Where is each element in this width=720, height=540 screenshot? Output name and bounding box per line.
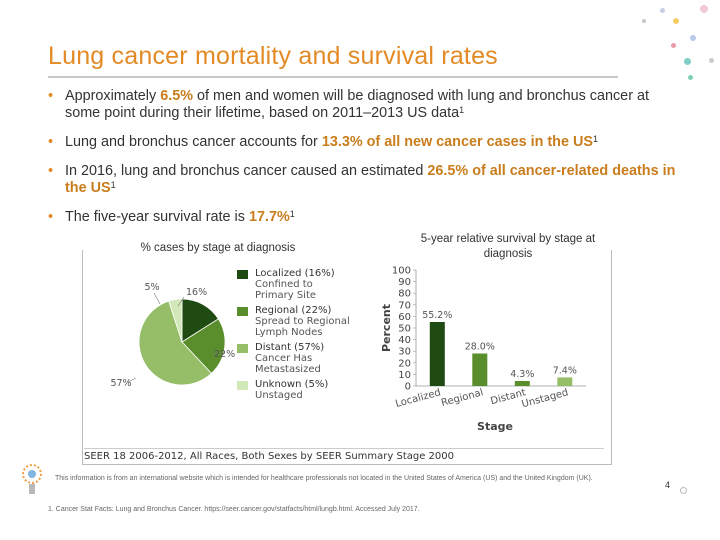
y-tick-label: 20 xyxy=(398,358,411,369)
footnote-ref: 1 xyxy=(110,180,116,190)
footnote-ref: 1 xyxy=(592,134,598,144)
pie-slice xyxy=(181,318,226,374)
pie-slice xyxy=(168,298,183,343)
y-tick-label: 50 xyxy=(398,324,411,335)
decor-dot xyxy=(671,43,676,48)
decor-dot xyxy=(673,18,679,24)
bar-data-label: 4.3% xyxy=(510,369,534,380)
chart-source: SEER 18 2006-2012, All Races, Both Sexes… xyxy=(84,448,604,462)
pie-slice-label: 22% xyxy=(214,349,235,360)
y-tick-label: 100 xyxy=(392,266,411,277)
bullet-list: • Approximately 6.5% of men and women wil… xyxy=(48,88,688,238)
x-tick-label: Regional xyxy=(440,387,485,409)
y-tick-label: 30 xyxy=(398,347,411,358)
decor-dot xyxy=(700,5,708,13)
pie-slice xyxy=(138,300,213,386)
bullet-item: • Approximately 6.5% of men and women wil… xyxy=(48,88,649,121)
pie-chart-title: % cases by stage at diagnosis xyxy=(128,242,308,254)
pie-leader-line xyxy=(153,292,161,305)
bar-data-label: 28.0% xyxy=(465,342,495,353)
y-tick-label: 90 xyxy=(398,277,411,288)
title-divider xyxy=(48,76,618,78)
decor-dot xyxy=(660,8,665,13)
legend-swatch xyxy=(237,381,248,390)
x-tick-label: Unstaged xyxy=(521,387,570,410)
pie-slice-label: 57% xyxy=(110,378,131,389)
decor-dot xyxy=(684,58,691,65)
y-tick-label: 80 xyxy=(398,289,411,300)
bullet-item: • Lung and bronchus cancer accounts for 1… xyxy=(48,134,598,150)
decor-dot xyxy=(690,35,696,41)
bullet-item: • The five-year survival rate is 17.7%1 xyxy=(48,209,295,225)
bar-chart-title: 5-year relative survival by stage at dia… xyxy=(418,232,598,262)
decor-dot xyxy=(680,487,687,494)
bullet-dot: • xyxy=(48,134,54,150)
footnote-ref: 1 xyxy=(289,209,295,219)
y-tick-label: 70 xyxy=(398,300,411,311)
highlight-stat: 26.5% of all cancer-related deaths in th… xyxy=(65,163,676,196)
legend-item-unknown: Unknown (5%) Unstaged xyxy=(237,379,355,401)
bullet-item: • In 2016, lung and bronchus cancer cause… xyxy=(48,163,676,196)
y-tick-label: 40 xyxy=(398,335,411,346)
pie-slice-label: 16% xyxy=(186,287,207,298)
bar xyxy=(472,353,488,386)
legend-swatch xyxy=(237,307,248,316)
bullet-dot: • xyxy=(48,209,54,225)
pie-slice-label: 5% xyxy=(144,282,159,293)
decor-dot xyxy=(642,19,646,23)
legend-swatch xyxy=(237,270,248,279)
brand-logo-icon xyxy=(22,464,42,494)
reference-footnote: 1. Cancer Stat Facts: Lung and Bronchus … xyxy=(48,506,420,513)
pie-chart: 16% 22% 57% 5% xyxy=(110,282,235,389)
bullet-dot: • xyxy=(48,163,54,179)
y-tick-label: 0 xyxy=(405,382,411,393)
decor-dot xyxy=(709,58,714,63)
y-axis-label: Percent xyxy=(380,304,393,352)
highlight-stat: 6.5% xyxy=(160,88,193,104)
highlight-stat: 17.7% xyxy=(248,209,290,225)
page-number: 4 xyxy=(665,480,671,490)
bar xyxy=(429,322,445,386)
disclaimer-text: This information is from an internationa… xyxy=(55,475,593,482)
footnote-ref: 1 xyxy=(459,105,465,115)
bar-data-label: 55.2% xyxy=(422,310,452,321)
legend-item-localized: Localized (16%) Confined to Primary Site xyxy=(237,268,355,301)
bar xyxy=(514,381,530,386)
legend-item-distant: Distant (57%) Cancer Has Metastasized xyxy=(237,342,355,375)
pie-legend: Localized (16%) Confined to Primary Site… xyxy=(237,268,355,405)
bar xyxy=(557,377,573,386)
bullet-dot: • xyxy=(48,88,54,104)
x-axis-label: Stage xyxy=(477,420,513,433)
y-tick-label: 10 xyxy=(398,370,411,381)
legend-swatch xyxy=(237,344,248,353)
legend-item-regional: Regional (22%) Spread to Regional Lymph … xyxy=(237,305,355,338)
slide-title: Lung cancer mortality and survival rates xyxy=(48,42,498,70)
decor-dot xyxy=(688,75,693,80)
highlight-stat: 13.3% of all new cancer cases in the US xyxy=(321,134,593,150)
bar-data-label: 7.4% xyxy=(553,365,577,376)
x-tick-label: Localized xyxy=(394,387,442,410)
y-tick-label: 60 xyxy=(398,312,411,323)
pie-leader-line xyxy=(127,377,137,383)
pie-leader-line xyxy=(177,296,185,307)
